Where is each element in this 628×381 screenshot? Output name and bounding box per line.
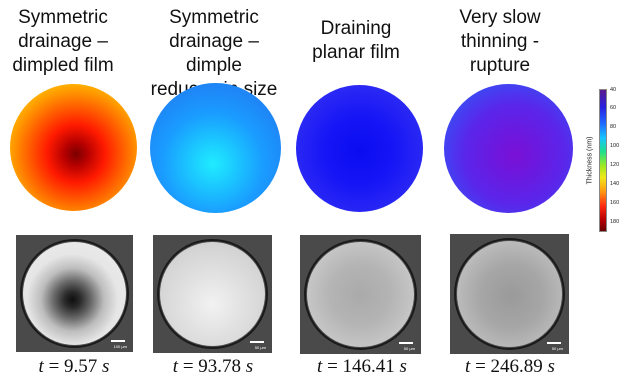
panel-2-title-line: Symmetric	[169, 7, 259, 28]
time-label-4: t = 246.89 s	[465, 356, 555, 377]
scale-bar-label: 50 µm	[254, 345, 266, 350]
scale-bar	[250, 341, 264, 343]
microscopy-image-4: 50 µm	[450, 234, 569, 354]
thickness-map-3	[296, 85, 423, 212]
panel-1-title-line: dimpled film	[12, 55, 114, 76]
panel-4-title: Very slow thinning - rupture	[425, 6, 575, 78]
colorbar-tick: 40	[610, 87, 617, 93]
scale-bar-label: 50 µm	[551, 346, 563, 351]
microscopy-image-2: 50 µm	[153, 235, 272, 353]
thickness-map-1	[10, 84, 137, 211]
scale-bar	[111, 340, 125, 342]
panel-3-title-line: Draining	[320, 18, 392, 39]
scale-bar	[547, 342, 561, 344]
colorbar-tick: 160	[610, 200, 620, 206]
colorbar-tick: 100	[610, 143, 620, 149]
time-label-1: t = 9.57 s	[38, 356, 110, 377]
colorbar-tick: 60	[610, 105, 617, 111]
colorbar-label: Thickness (nm)	[586, 136, 594, 185]
panel-1-title-line: drainage –	[18, 31, 108, 52]
panel-2-title-line: drainage – dimple	[169, 31, 259, 76]
thickness-map-4	[444, 84, 573, 213]
panel-1-title-line: Symmetric	[18, 7, 108, 28]
panel-4-title-line: rupture	[469, 55, 531, 76]
microscopy-image-3: 50 µm	[300, 235, 421, 354]
scale-bar-label: 50 µm	[403, 346, 415, 351]
panel-3-title-line: planar film	[312, 42, 400, 63]
thickness-colorbar	[599, 89, 607, 232]
time-label-3: t = 146.41 s	[317, 356, 407, 377]
time-label-2: t = 93.78 s	[172, 356, 254, 377]
scale-bar	[399, 342, 413, 344]
colorbar-tick: 120	[610, 162, 620, 168]
panel-4-title-line: Very slow	[459, 7, 541, 28]
scale-bar-label: 100 µm	[113, 344, 127, 349]
panel-3-title: Draining planar film	[281, 17, 431, 65]
colorbar-tick: 180	[610, 219, 620, 225]
colorbar-tick: 80	[610, 124, 617, 130]
microscopy-image-1: 100 µm	[16, 235, 133, 352]
panel-4-title-line: thinning -	[460, 31, 540, 52]
thickness-map-2	[150, 83, 281, 213]
colorbar-tick: 140	[610, 181, 620, 187]
panel-1-title: Symmetric drainage – dimpled film	[0, 6, 138, 78]
